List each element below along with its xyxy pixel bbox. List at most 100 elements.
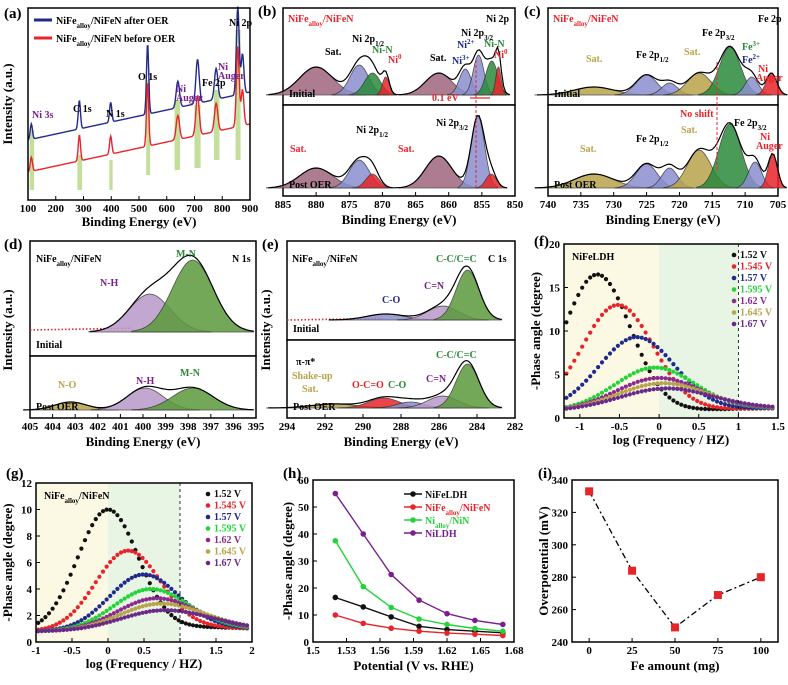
envelope bbox=[328, 265, 502, 321]
data-point bbox=[388, 625, 394, 632]
subpanel-label: Post OER bbox=[554, 180, 597, 191]
panel-label: (d) bbox=[4, 237, 22, 253]
legend-marker bbox=[205, 537, 211, 543]
y-axis-label: Overpotential (mV) bbox=[536, 506, 551, 615]
data-point bbox=[86, 530, 91, 535]
data-point bbox=[564, 320, 569, 325]
data-point bbox=[86, 613, 91, 618]
label-sub: 3/2 bbox=[484, 34, 493, 42]
x-tick-label: 735 bbox=[573, 199, 590, 211]
data-point bbox=[647, 339, 652, 344]
data-point bbox=[133, 600, 138, 605]
data-point bbox=[623, 338, 628, 343]
data-point bbox=[115, 613, 120, 618]
data-point bbox=[115, 609, 120, 614]
data-point bbox=[122, 610, 127, 615]
y-tick-label: 20 bbox=[298, 583, 310, 595]
data-point bbox=[714, 399, 720, 404]
panel-title: NiFealloy/NiFeN bbox=[36, 254, 102, 268]
x-tick-label: 290 bbox=[355, 421, 372, 433]
x-tick-label: -0.5 bbox=[63, 645, 81, 657]
data-point bbox=[568, 310, 573, 315]
data-point bbox=[635, 343, 640, 348]
data-point bbox=[592, 323, 597, 329]
data-point bbox=[136, 611, 142, 616]
panel-label: (c) bbox=[524, 4, 541, 20]
y-tick-label: 240 bbox=[552, 637, 569, 649]
x-tick-label: 850 bbox=[507, 199, 524, 211]
data-point bbox=[90, 610, 95, 615]
data-point bbox=[416, 597, 422, 603]
data-point bbox=[169, 608, 174, 613]
data-point bbox=[584, 337, 589, 342]
legend-label: 1.67 V bbox=[740, 319, 768, 330]
series-before-oer bbox=[27, 46, 251, 173]
peak-label: Ni3+ bbox=[452, 54, 470, 67]
x-tick-label: 1 bbox=[736, 421, 742, 433]
data-point bbox=[623, 314, 628, 319]
data-point bbox=[679, 402, 684, 407]
data-point bbox=[61, 618, 66, 623]
legend-part: /NiN bbox=[448, 516, 470, 527]
data-point bbox=[726, 406, 732, 411]
y-tick-label: 40 bbox=[298, 529, 310, 541]
x-tick-label: 404 bbox=[44, 421, 61, 433]
data-point bbox=[580, 344, 585, 349]
label-sub: 3/2 bbox=[758, 124, 767, 132]
legend-label: 1.595 V bbox=[740, 285, 773, 296]
panel-f: (f) -1 -0.5 0 0.5 1 1.5 0 5 10 15 20 log (Frequency … bbox=[528, 234, 785, 447]
data-point bbox=[169, 592, 174, 597]
data-point bbox=[611, 396, 617, 401]
peak-label: Ni bbox=[176, 84, 186, 95]
data-point bbox=[722, 402, 728, 407]
label-part: Ni bbox=[457, 40, 467, 51]
data-point bbox=[584, 378, 589, 383]
x-tick-label: 286 bbox=[431, 421, 448, 433]
data-point bbox=[671, 398, 676, 403]
data-point bbox=[100, 569, 106, 574]
legend-part: NiFeLDH bbox=[425, 490, 467, 501]
data-point bbox=[687, 388, 692, 393]
peak-label: Fe3+ bbox=[742, 40, 760, 53]
data-point bbox=[144, 610, 149, 615]
y-tick-label: 10 bbox=[21, 505, 33, 517]
peak-label: Sat. bbox=[586, 54, 603, 65]
peak-label: O 1s bbox=[138, 72, 157, 83]
data-point bbox=[57, 595, 62, 600]
data-point bbox=[576, 405, 581, 410]
data-point bbox=[639, 323, 644, 329]
legend-label: 1.62 V bbox=[740, 296, 768, 307]
data-point bbox=[722, 405, 728, 411]
data-point bbox=[691, 386, 696, 391]
subplot-top bbox=[286, 240, 516, 341]
data-point bbox=[169, 586, 174, 592]
label-sub: 3+ bbox=[753, 40, 761, 48]
peak-label: Fe 2p bbox=[202, 78, 226, 89]
panel-label: (a) bbox=[4, 6, 22, 22]
y-axis-label: Intensity (a.u.) bbox=[0, 289, 15, 370]
x-tick-label: 75 bbox=[712, 645, 724, 657]
data-point bbox=[194, 617, 199, 622]
label-sub: 1/2 bbox=[375, 40, 384, 48]
label-part: Ni 2p bbox=[436, 118, 460, 129]
data-point bbox=[79, 546, 84, 551]
data-point bbox=[126, 531, 131, 536]
data-point bbox=[172, 615, 178, 621]
data-point bbox=[679, 373, 684, 378]
data-point bbox=[576, 351, 581, 356]
x-tick-label: 1.5 bbox=[209, 645, 223, 657]
data-point bbox=[90, 624, 95, 629]
legend-marker bbox=[205, 514, 211, 520]
data-point bbox=[607, 391, 613, 396]
data-point bbox=[183, 609, 188, 615]
data-point bbox=[172, 602, 178, 607]
legend-entry: NiFealloy/NiFeN before OER bbox=[56, 34, 176, 48]
data-point bbox=[201, 624, 206, 629]
y-tick-label: 8 bbox=[27, 531, 33, 543]
data-point bbox=[216, 617, 221, 622]
data-point bbox=[332, 612, 339, 618]
x-tick-label: 282 bbox=[507, 421, 524, 433]
envelope bbox=[268, 45, 510, 96]
data-point bbox=[679, 379, 684, 385]
peak-box bbox=[77, 155, 83, 190]
